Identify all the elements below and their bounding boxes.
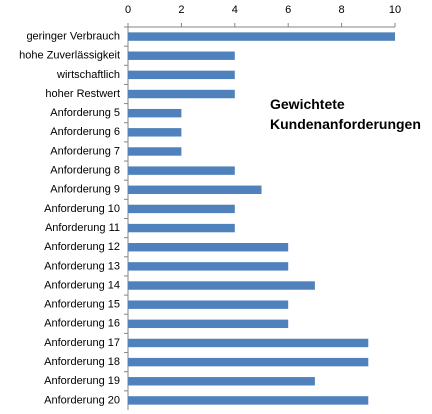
bar xyxy=(128,223,235,233)
bar xyxy=(128,204,235,214)
x-tick-label: 6 xyxy=(285,4,291,16)
y-tick-label: Anforderung 18 xyxy=(44,356,120,368)
y-tick-label: Anforderung 11 xyxy=(45,222,120,234)
bar xyxy=(128,51,235,60)
y-tick-label: Anforderung 14 xyxy=(44,279,120,291)
bar xyxy=(128,89,235,99)
bar xyxy=(128,32,395,41)
chart-title: Gewichtete Kundenanforderungen xyxy=(270,96,421,132)
bar xyxy=(128,262,289,271)
y-tick-label: Anforderung 17 xyxy=(44,337,120,349)
y-tick-label: Anforderung 9 xyxy=(50,184,120,196)
bar xyxy=(128,338,369,348)
y-tick-label: hoher Restwert xyxy=(45,88,120,100)
y-tick-label: Anforderung 19 xyxy=(44,375,120,387)
y-tick-label: wirtschaftlich xyxy=(56,69,120,81)
y-tick-label: Anforderung 13 xyxy=(44,260,120,272)
bar xyxy=(128,185,262,194)
y-tick-label: Anforderung 5 xyxy=(50,107,120,119)
y-tick-label: Anforderung 16 xyxy=(44,318,120,330)
y-tick-label: Anforderung 15 xyxy=(44,299,120,311)
x-tick-label: 0 xyxy=(125,4,131,16)
bar xyxy=(128,300,289,309)
bar xyxy=(128,243,289,252)
bar xyxy=(128,396,369,405)
x-tick-label: 8 xyxy=(339,4,345,16)
y-tick-label: Anforderung 6 xyxy=(50,126,120,138)
y-tick-label: Anforderung 20 xyxy=(44,394,120,406)
bar xyxy=(128,377,315,386)
x-tick-label: 10 xyxy=(389,4,401,16)
bar xyxy=(128,128,182,137)
x-tick-label: 2 xyxy=(178,4,184,16)
bar xyxy=(128,70,235,80)
bar xyxy=(128,357,369,367)
y-tick-label: Anforderung 10 xyxy=(44,203,120,215)
bar xyxy=(128,166,235,175)
y-tick-label: Anforderung 8 xyxy=(50,165,120,177)
y-tick-label: geringer Verbrauch xyxy=(26,30,120,42)
y-tick-label: hohe Zuverlässigkeit xyxy=(19,50,120,62)
y-tick-label: Anforderung 7 xyxy=(50,145,120,157)
bar xyxy=(128,319,289,329)
bar xyxy=(128,281,315,290)
x-tick-label: 4 xyxy=(232,4,238,16)
bar xyxy=(128,108,182,118)
y-tick-label: Anforderung 12 xyxy=(44,241,120,253)
bar xyxy=(128,147,182,156)
